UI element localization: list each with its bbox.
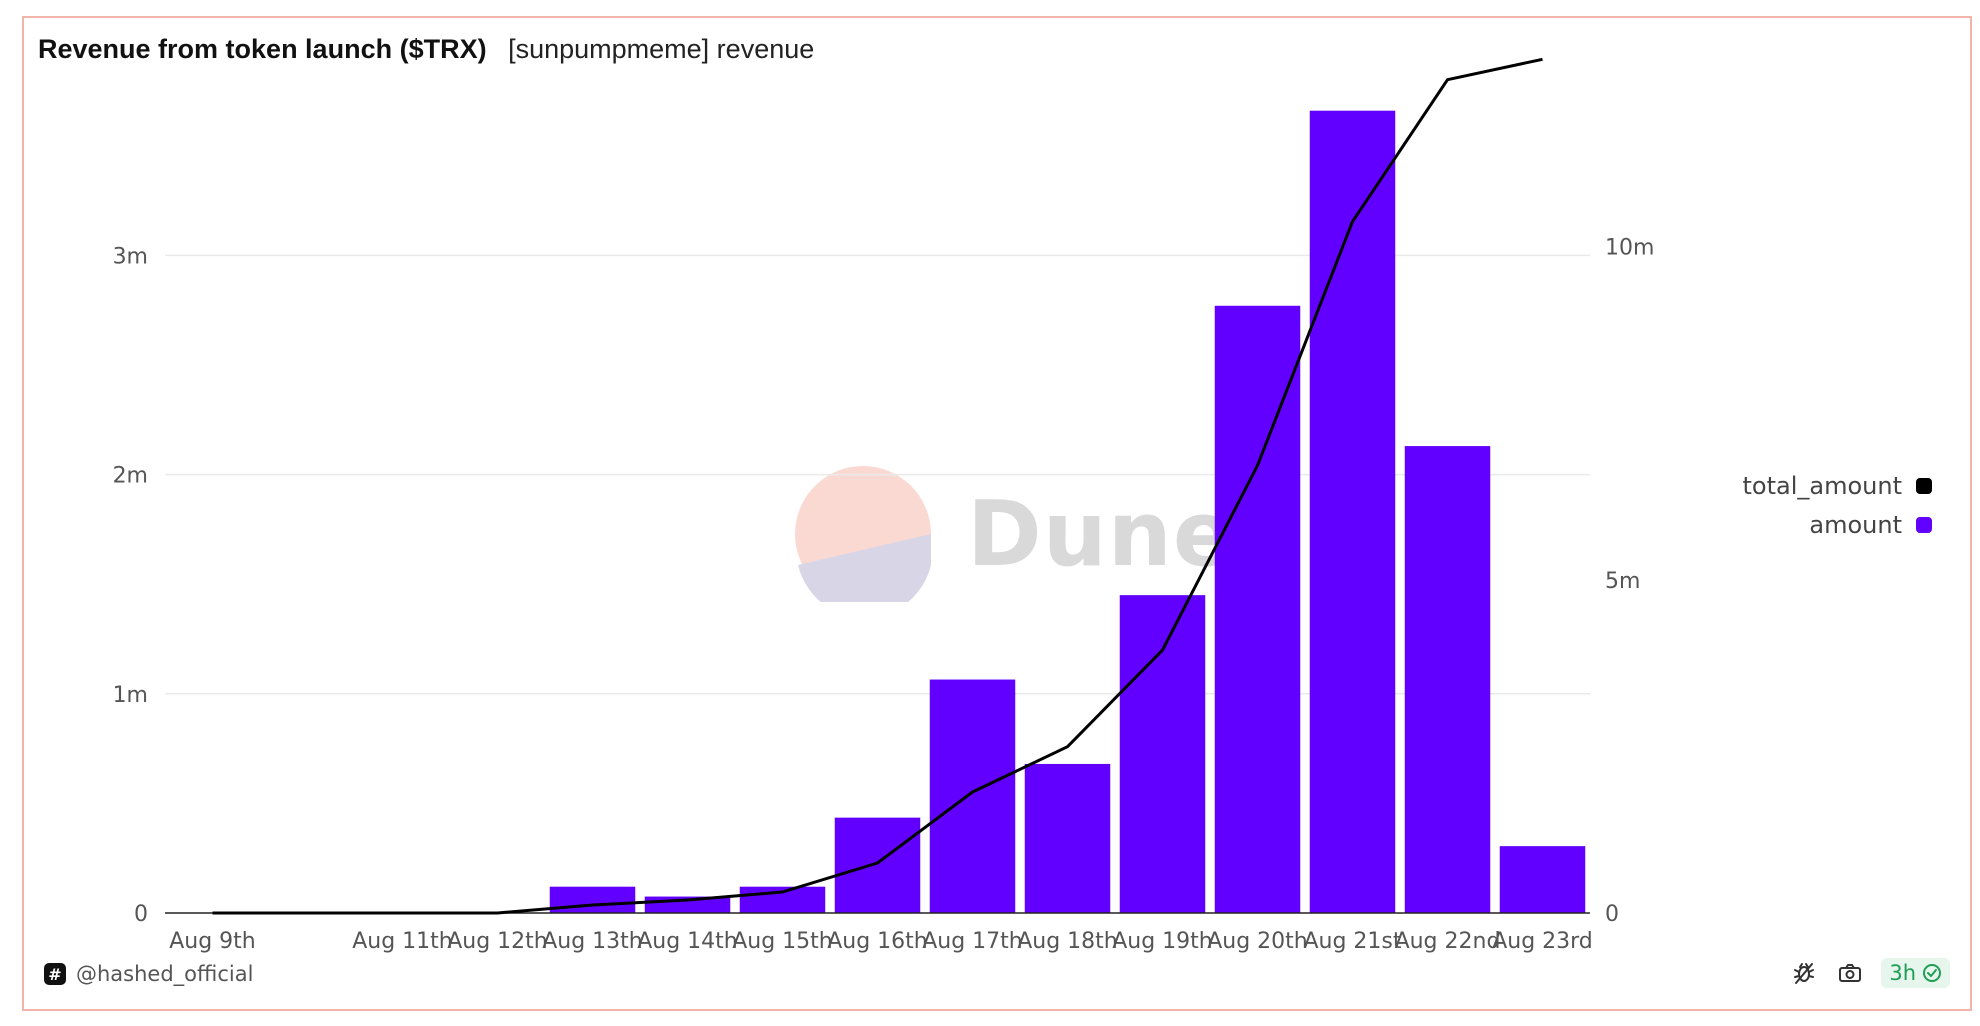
total-amount-line <box>212 57 1543 915</box>
legend-label: amount <box>1809 510 1902 539</box>
chart-legend: total_amount amount <box>1743 466 1932 544</box>
watermark-text: Dune <box>967 481 1235 587</box>
legend-item-total-amount[interactable]: total_amount <box>1743 466 1932 505</box>
x-tick-label: Aug 20th <box>1207 929 1308 954</box>
x-tick-label: Aug 21st <box>1303 929 1401 954</box>
x-tick-label: Aug 12th <box>447 929 548 954</box>
bar <box>549 886 636 913</box>
y-left-tick-label: 2m <box>113 464 148 489</box>
legend-swatch <box>1916 516 1932 533</box>
x-tick-label: Aug 22nd <box>1395 929 1501 954</box>
camera-icon[interactable] <box>1835 958 1865 988</box>
x-tick-label: Aug 11th <box>352 929 453 954</box>
bar <box>1499 846 1586 913</box>
bar <box>929 679 1016 913</box>
x-tick-label: Aug 14th <box>637 929 738 954</box>
footer-actions: 3h <box>1789 958 1950 988</box>
x-tick-label: Aug 16th <box>827 929 928 954</box>
x-tick-label: Aug 19th <box>1112 929 1213 954</box>
bug-icon[interactable] <box>1789 958 1819 988</box>
x-tick-label: Aug 13th <box>542 929 643 954</box>
chart-title: Revenue from token launch ($TRX) <box>38 34 487 64</box>
x-tick-label: Aug 23rd <box>1492 929 1593 954</box>
y-left-tick-label: 0 <box>134 902 148 927</box>
y-right-tick-label: 10m <box>1605 236 1654 261</box>
x-tick-label: Aug 18th <box>1017 929 1118 954</box>
y-left-tick-label: 1m <box>113 683 148 708</box>
bar <box>1024 763 1111 913</box>
bar <box>1214 305 1301 913</box>
x-tick-label: Aug 9th <box>169 929 256 954</box>
author-name: @hashed_official <box>76 962 254 986</box>
x-tick-label: Aug 15th <box>732 929 833 954</box>
bar <box>1119 595 1206 913</box>
chart-subtitle: [sunpumpmeme] revenue <box>508 34 815 64</box>
x-tick-label: Aug 17th <box>922 929 1023 954</box>
check-circle-icon <box>1923 964 1941 982</box>
legend-item-amount[interactable]: amount <box>1743 505 1932 544</box>
legend-swatch <box>1916 477 1932 494</box>
y-right-tick-label: 5m <box>1605 569 1640 594</box>
refresh-age: 3h <box>1889 961 1916 985</box>
chart-header: Revenue from token launch ($TRX) [sunpum… <box>38 34 814 65</box>
dune-watermark: Dune <box>795 466 1235 602</box>
author-link[interactable]: # @hashed_official <box>44 962 253 986</box>
bar <box>1309 110 1396 914</box>
hashtag-icon: # <box>44 963 66 985</box>
bar <box>834 817 921 913</box>
refresh-status-badge[interactable]: 3h <box>1881 958 1950 988</box>
y-right-tick-label: 0 <box>1605 902 1619 927</box>
y-left-tick-label: 3m <box>113 244 148 269</box>
dune-logo-icon <box>795 466 931 602</box>
legend-label: total_amount <box>1742 471 1902 500</box>
bar <box>1404 446 1491 913</box>
